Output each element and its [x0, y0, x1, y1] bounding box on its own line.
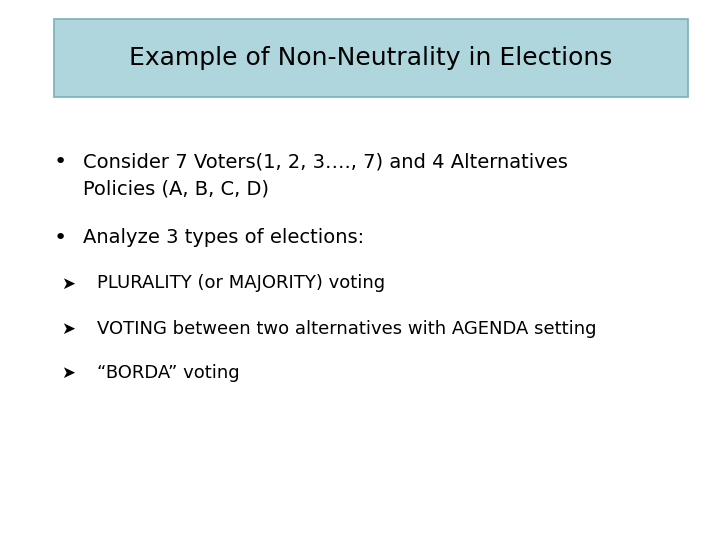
Text: “BORDA” voting: “BORDA” voting	[97, 363, 240, 382]
Text: ➤: ➤	[61, 274, 75, 293]
Text: VOTING between two alternatives with AGENDA setting: VOTING between two alternatives with AGE…	[97, 320, 597, 339]
Text: •: •	[54, 152, 67, 172]
Text: Analyze 3 types of elections:: Analyze 3 types of elections:	[83, 228, 364, 247]
Text: ➤: ➤	[61, 363, 75, 382]
Text: Consider 7 Voters(1, 2, 3…., 7) and 4 Alternatives: Consider 7 Voters(1, 2, 3…., 7) and 4 Al…	[83, 152, 567, 172]
FancyBboxPatch shape	[54, 19, 688, 97]
Text: Policies (A, B, C, D): Policies (A, B, C, D)	[83, 179, 269, 199]
Text: Example of Non-Neutrality in Elections: Example of Non-Neutrality in Elections	[129, 46, 613, 70]
Text: ➤: ➤	[61, 320, 75, 339]
Text: •: •	[54, 227, 67, 248]
Text: PLURALITY (or MAJORITY) voting: PLURALITY (or MAJORITY) voting	[97, 274, 385, 293]
